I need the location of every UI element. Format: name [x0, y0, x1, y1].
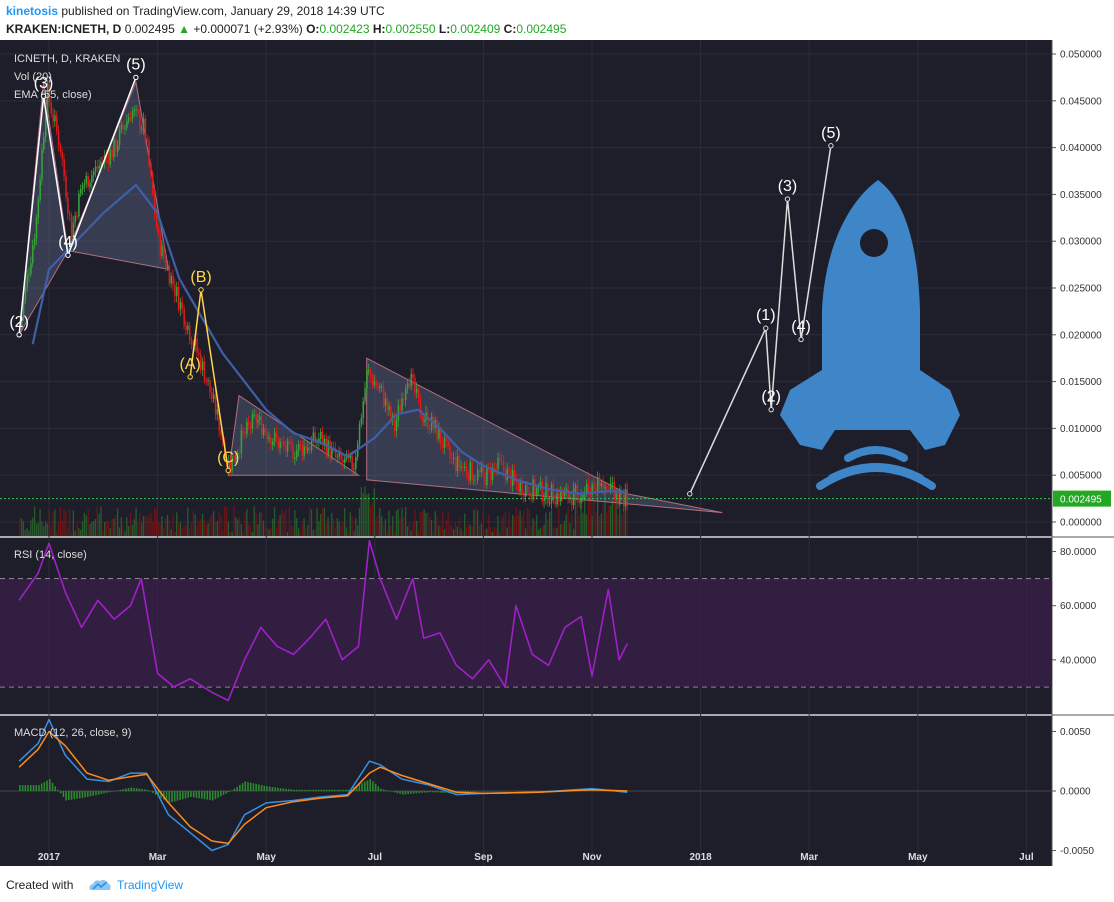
wave-label: (3): [34, 75, 54, 92]
low-label: L:: [438, 22, 451, 36]
elliott-wave-projection: [689, 145, 832, 495]
x-tick-label: Jul: [1019, 852, 1034, 863]
high-value: 0.002550: [385, 22, 436, 36]
legend-rsi: RSI (14, close): [14, 549, 87, 561]
author-name[interactable]: kinetosis: [6, 4, 59, 18]
symbol-label: KRAKEN:ICNETH, D: [6, 22, 122, 36]
wave-point: [828, 143, 834, 149]
wave-label-projection: (5): [821, 125, 841, 142]
rsi-tick-label: 40.0000: [1060, 655, 1097, 666]
tradingview-cloud-icon[interactable]: [88, 878, 112, 892]
high-label: H:: [372, 22, 386, 36]
last-price: 0.002495: [124, 22, 175, 36]
price-tick-label: 0.040000: [1060, 143, 1102, 154]
macd-tick-label: 0.0050: [1060, 727, 1091, 738]
price-tick-label: 0.025000: [1060, 284, 1102, 295]
wave-label-projection: (1): [756, 307, 776, 324]
rsi-tick-label: 60.0000: [1060, 601, 1097, 612]
wave-label-projection: (3): [778, 178, 798, 195]
wave-point: [225, 467, 231, 474]
wave-point: [65, 252, 71, 258]
x-tick-label: May: [256, 852, 276, 863]
price-tick-label: 0.045000: [1060, 96, 1102, 107]
macd-tick-label: 0.0000: [1060, 787, 1091, 798]
price-tick-label: 0.020000: [1060, 330, 1102, 341]
legend-ema: EMA (55, close): [14, 89, 92, 101]
x-tick-label: 2018: [689, 852, 712, 863]
wave-point: [133, 74, 139, 81]
wave-point: [198, 287, 204, 293]
x-tick-label: 2017: [38, 852, 61, 863]
publish-info: kinetosis published on TradingView.com, …: [6, 4, 385, 18]
last-price-badge: [1053, 490, 1111, 507]
change-value: +0.000071 (+2.93%): [193, 22, 303, 36]
tradingview-link[interactable]: TradingView: [117, 878, 184, 892]
wave-label-correction: (A): [180, 356, 201, 373]
wave-label-projection: (2): [761, 389, 781, 406]
x-tick-label: Mar: [149, 852, 167, 863]
price-tick-label: 0.010000: [1060, 424, 1102, 435]
legend-vol: Vol (20): [14, 71, 52, 83]
price-tick-label: 0.050000: [1060, 50, 1102, 61]
x-tick-label: Mar: [800, 852, 818, 863]
wave-point: [798, 336, 804, 343]
legend-main: ICNETH, D, KRAKEN: [14, 53, 120, 65]
price-tick-label: 0.000000: [1060, 517, 1102, 528]
rocket-icon: [780, 180, 960, 490]
signal-line: [18, 730, 628, 845]
change-arrow-icon: ▲: [178, 22, 190, 36]
wave-point: [768, 406, 774, 413]
elliott-wave-primary: [18, 77, 137, 335]
low-value: 0.002409: [450, 22, 501, 36]
price-axis[interactable]: [1052, 40, 1114, 866]
wave-point: [784, 196, 791, 202]
rsi-band: [0, 578, 1052, 687]
wave-point: [187, 374, 193, 380]
last-price-label: 0.002495: [1060, 495, 1102, 506]
wave-label: (5): [126, 56, 146, 73]
price-tick-label: 0.030000: [1060, 237, 1102, 248]
publish-text: published on TradingView.com, January 29…: [61, 4, 385, 18]
wave-label-correction: (B): [190, 269, 211, 286]
macd-line: [18, 718, 628, 852]
price-tick-label: 0.015000: [1060, 377, 1102, 388]
close-value: 0.002495: [516, 22, 567, 36]
wave-point: [763, 325, 769, 331]
close-label: C:: [503, 22, 517, 36]
x-tick-label: Jul: [368, 852, 383, 863]
rsi-tick-label: 80.0000: [1060, 547, 1097, 558]
open-label: O:: [306, 22, 320, 36]
chart-footer: Created with TradingView: [0, 866, 1114, 902]
ohlc-line: KRAKEN:ICNETH, D 0.002495 ▲ +0.000071 (+…: [6, 22, 566, 36]
rsi-line: [18, 539, 629, 702]
x-tick-label: Sep: [474, 852, 492, 863]
chart-canvas[interactable]: (2) (3) (4) (5) (A) (B) (C) (1) (2) (3) (4) (5) 201…: [0, 40, 1114, 866]
wave-label-projection: (4): [791, 318, 811, 335]
price-tick-label: 0.035000: [1060, 190, 1102, 201]
wave-label: (4): [58, 234, 78, 251]
x-tick-label: Nov: [583, 852, 602, 863]
x-tick-label: May: [908, 852, 928, 863]
price-tick-label: 0.005000: [1060, 471, 1102, 482]
wave-label-correction: (C): [217, 449, 239, 466]
open-value: 0.002423: [319, 22, 370, 36]
chart-header: kinetosis published on TradingView.com, …: [0, 0, 1114, 40]
ema-line: [31, 184, 628, 495]
wave-label: (2): [9, 314, 29, 331]
wave-point: [40, 93, 47, 99]
macd-tick-label: -0.0050: [1060, 846, 1094, 857]
wave-point: [16, 332, 22, 338]
legend-macd: MACD (12, 26, close, 9): [14, 727, 131, 739]
wave-point: [687, 491, 693, 497]
created-with-label: Created with: [6, 878, 74, 892]
